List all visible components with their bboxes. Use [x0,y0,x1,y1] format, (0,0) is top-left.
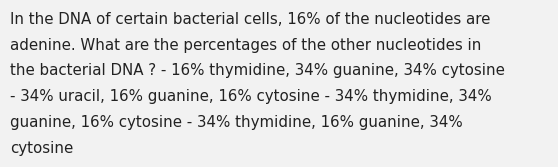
Text: In the DNA of certain bacterial cells, 16% of the nucleotides are: In the DNA of certain bacterial cells, 1… [10,12,490,27]
Text: - 34% uracil, 16% guanine, 16% cytosine - 34% thymidine, 34%: - 34% uracil, 16% guanine, 16% cytosine … [10,89,492,104]
Text: guanine, 16% cytosine - 34% thymidine, 16% guanine, 34%: guanine, 16% cytosine - 34% thymidine, 1… [10,115,463,130]
Text: adenine. What are the percentages of the other nucleotides in: adenine. What are the percentages of the… [10,38,482,53]
Text: the bacterial DNA ? - 16% thymidine, 34% guanine, 34% cytosine: the bacterial DNA ? - 16% thymidine, 34%… [10,63,505,78]
Text: cytosine: cytosine [10,141,73,156]
